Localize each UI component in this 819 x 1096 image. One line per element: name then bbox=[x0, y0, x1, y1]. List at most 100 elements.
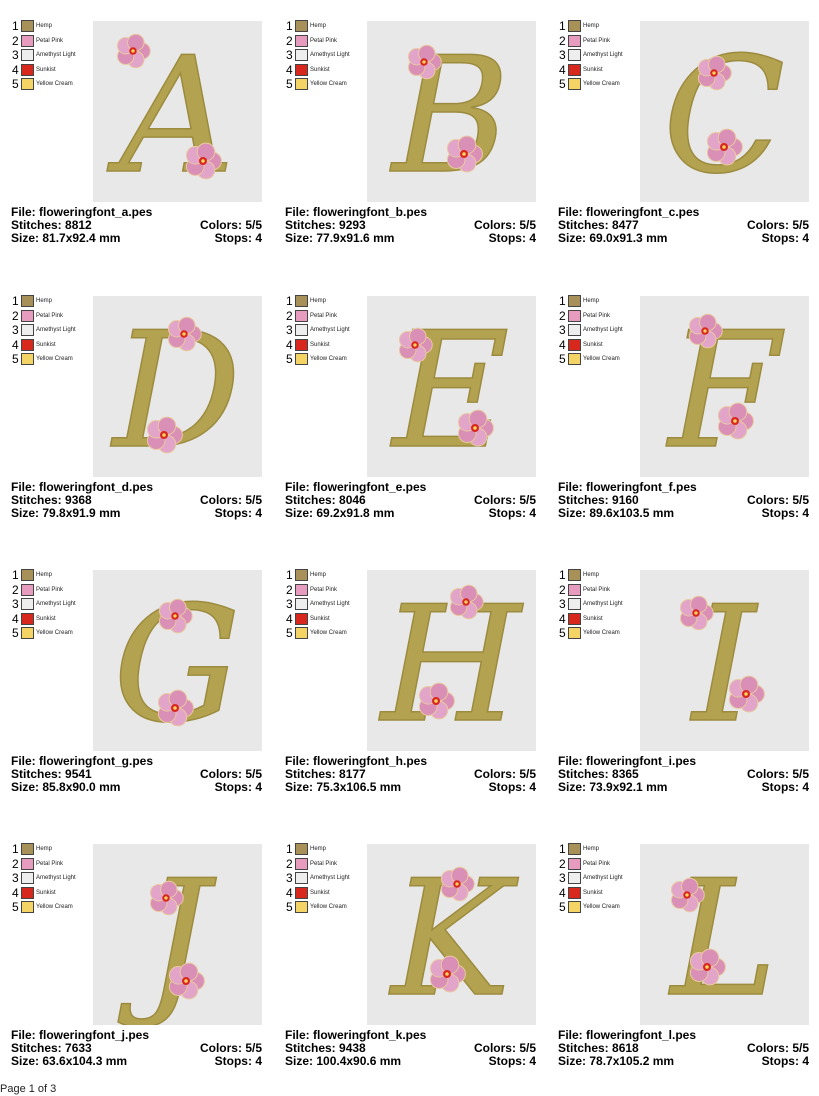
size-value: 73.9x92.1 mm bbox=[589, 780, 668, 794]
color-swatch bbox=[21, 612, 34, 625]
stitches-label: Stitches: bbox=[11, 218, 66, 232]
stops-label: Stops: bbox=[214, 231, 256, 245]
color-swatch bbox=[295, 598, 308, 610]
legend-item: 3 Amethyst Light bbox=[284, 871, 364, 885]
legend-color-name: Amethyst Light bbox=[583, 875, 623, 881]
legend-number: 3 bbox=[559, 871, 566, 885]
legend-color-name: Sunkist bbox=[583, 341, 603, 348]
stops-value: 4 bbox=[529, 231, 536, 245]
legend-item: 2 Petal Pink bbox=[284, 309, 364, 323]
color-swatch bbox=[568, 901, 581, 913]
colors-value: 5/5 bbox=[519, 493, 536, 507]
stitches-field: Stitches: 8812 bbox=[11, 218, 92, 232]
color-swatch bbox=[21, 295, 34, 307]
legend-number: 4 bbox=[286, 62, 293, 77]
legend-color-name: Petal Pink bbox=[310, 586, 338, 593]
design-card: 1 Hemp 2 Petal Pink 3 Amethyst Light 4 Sunkist 5… bbox=[284, 294, 537, 540]
color-swatch bbox=[568, 353, 581, 365]
stops-field: Stops: 4 bbox=[762, 781, 809, 794]
stitches-label: Stitches: bbox=[285, 218, 340, 232]
legend-color-name: Hemp bbox=[583, 298, 600, 304]
stitches-value: 8365 bbox=[612, 767, 639, 781]
size-value: 69.2x91.8 mm bbox=[316, 506, 395, 520]
size-value: 63.6x104.3 mm bbox=[42, 1054, 128, 1068]
design-card: 1 Hemp 2 Petal Pink 3 Amethyst Light 4 Sunkist 5… bbox=[284, 19, 537, 265]
colors-label: Colors: bbox=[473, 493, 520, 507]
legend-number: 2 bbox=[559, 582, 566, 597]
colors-label: Colors: bbox=[199, 767, 246, 781]
legend-color-name: Yellow Cream bbox=[310, 356, 347, 362]
size-field: Size: 73.9x92.1 mm bbox=[558, 780, 667, 794]
color-swatch bbox=[295, 20, 308, 32]
legend-color-name: Hemp bbox=[36, 846, 53, 852]
size-label: Size: bbox=[11, 231, 43, 245]
legend-number: 3 bbox=[559, 597, 566, 611]
flower-icon bbox=[440, 866, 475, 902]
design-info: File: floweringfont_i.pes Stitches: 8365 C… bbox=[558, 755, 809, 794]
colors-field: Colors: 5/5 bbox=[200, 219, 262, 232]
color-swatch bbox=[295, 886, 308, 899]
legend-item: 4 Sunkist bbox=[557, 63, 637, 77]
color-swatch bbox=[295, 353, 308, 365]
info-row: Stitches: 8812 Colors: 5/5 bbox=[11, 219, 262, 232]
stitches-label: Stitches: bbox=[285, 493, 340, 507]
legend-number: 3 bbox=[559, 323, 566, 337]
size-field: Size: 85.8x90.0 mm bbox=[11, 780, 120, 794]
color-swatch bbox=[295, 872, 308, 884]
colors-field: Colors: 5/5 bbox=[747, 219, 809, 232]
flower-icon bbox=[158, 598, 193, 634]
legend-item: 3 Amethyst Light bbox=[557, 48, 637, 62]
legend-number: 1 bbox=[12, 568, 19, 582]
size-field: Size: 63.6x104.3 mm bbox=[11, 1054, 127, 1068]
info-row: File: floweringfont_a.pes bbox=[11, 206, 262, 219]
flower-icon bbox=[167, 316, 202, 352]
decorative-letter: J bbox=[118, 845, 217, 1025]
color-swatch bbox=[295, 63, 308, 76]
legend-item: 2 Petal Pink bbox=[284, 583, 364, 597]
legend-number: 5 bbox=[559, 77, 566, 91]
legend-color-name: Hemp bbox=[310, 298, 327, 304]
legend-color-name: Petal Pink bbox=[583, 860, 611, 867]
flower-icon bbox=[679, 595, 714, 631]
stops-value: 4 bbox=[529, 506, 536, 520]
colors-label: Colors: bbox=[746, 493, 793, 507]
info-row: Size: 73.9x92.1 mm Stops: 4 bbox=[558, 781, 809, 794]
flower-icon bbox=[146, 416, 183, 454]
file-value: floweringfont_h.pes bbox=[313, 754, 428, 768]
color-swatch bbox=[21, 338, 34, 351]
legend-color-name: Sunkist bbox=[310, 66, 330, 73]
legend-number: 4 bbox=[559, 611, 566, 626]
design-preview-image: I bbox=[640, 570, 809, 751]
color-swatch bbox=[295, 295, 308, 307]
color-swatch bbox=[568, 338, 581, 351]
legend-number: 5 bbox=[12, 352, 19, 366]
legend-color-name: Petal Pink bbox=[36, 312, 64, 319]
design-preview-image: B bbox=[367, 21, 536, 202]
legend-number: 1 bbox=[286, 19, 293, 33]
stitches-field: Stitches: 9160 bbox=[558, 493, 639, 507]
file-field: File: floweringfont_g.pes bbox=[11, 754, 153, 768]
size-field: Size: 78.7x105.2 mm bbox=[558, 1054, 674, 1068]
legend-color-name: Sunkist bbox=[310, 615, 330, 622]
legend-color-name: Yellow Cream bbox=[36, 904, 73, 910]
stops-field: Stops: 4 bbox=[762, 1055, 809, 1068]
legend-color-name: Sunkist bbox=[583, 615, 603, 622]
design-info: File: floweringfont_h.pes Stitches: 8177 C… bbox=[285, 755, 536, 794]
stitches-value: 9160 bbox=[612, 493, 639, 507]
file-label: File: bbox=[285, 480, 314, 494]
design-card: 1 Hemp 2 Petal Pink 3 Amethyst Light 4 Sunkist 5… bbox=[10, 568, 263, 814]
color-swatch bbox=[568, 612, 581, 625]
color-swatch bbox=[568, 324, 581, 336]
stitches-label: Stitches: bbox=[558, 767, 613, 781]
stops-value: 4 bbox=[802, 231, 809, 245]
color-swatch bbox=[21, 598, 34, 610]
colors-value: 5/5 bbox=[245, 218, 262, 232]
legend-item: 1 Hemp bbox=[557, 294, 637, 308]
legend-number: 4 bbox=[12, 62, 19, 77]
stops-value: 4 bbox=[255, 506, 262, 520]
legend-color-name: Yellow Cream bbox=[583, 356, 620, 362]
colors-label: Colors: bbox=[199, 1041, 246, 1055]
legend-color-name: Sunkist bbox=[310, 341, 330, 348]
legend-color-name: Sunkist bbox=[36, 341, 56, 348]
design-card: 1 Hemp 2 Petal Pink 3 Amethyst Light 4 Sunkist 5… bbox=[10, 294, 263, 540]
